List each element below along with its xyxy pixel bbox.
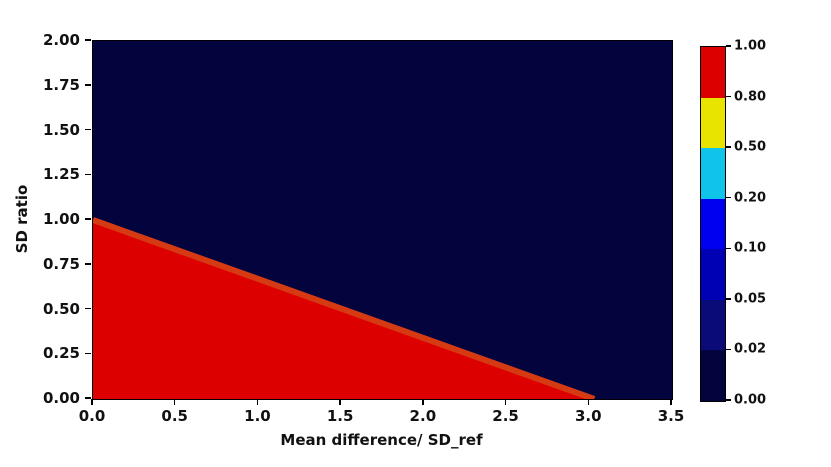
x-tick-label: 3.5 xyxy=(657,407,685,425)
boundary-contour-line xyxy=(93,217,596,399)
colorbar-segment xyxy=(701,198,725,250)
y-tick-label: 1.25 xyxy=(42,165,80,184)
colorbar-tick-label: 1.00 xyxy=(734,38,767,54)
x-tick-mark xyxy=(339,399,341,405)
x-tick-mark xyxy=(670,399,672,405)
y-tick-label: 0.50 xyxy=(42,299,80,318)
colorbar-segment xyxy=(701,148,725,199)
y-tick-mark xyxy=(85,263,91,265)
colorbar-tick-mark xyxy=(726,45,731,47)
contour-plot-svg xyxy=(93,41,672,399)
colorbar-segment xyxy=(701,299,725,351)
x-tick-label: 2.5 xyxy=(492,407,519,425)
colorbar-segment xyxy=(701,249,725,300)
y-tick-label: 2.00 xyxy=(42,31,80,49)
y-tick-label: 0.00 xyxy=(42,389,80,407)
y-tick-mark xyxy=(85,352,91,354)
x-tick-label: 2.0 xyxy=(409,407,437,425)
y-tick-label: 0.25 xyxy=(42,344,80,363)
x-tick-label: 1.0 xyxy=(244,407,271,425)
x-axis-label: Mean difference/ SD_ref xyxy=(280,431,483,449)
y-tick-mark xyxy=(85,307,91,310)
y-tick-mark xyxy=(85,39,91,41)
x-tick-label: 3.0 xyxy=(574,407,602,425)
x-tick-mark xyxy=(504,399,507,405)
y-tick-mark xyxy=(85,128,91,131)
colorbar-tick-mark xyxy=(726,399,731,401)
colorbar-segment xyxy=(701,350,725,401)
colorbar-tick-label: 0.10 xyxy=(734,240,767,256)
colorbar-tick-mark xyxy=(726,298,731,300)
x-tick-mark xyxy=(91,399,93,405)
x-tick-label: 0.5 xyxy=(161,407,188,425)
y-tick-label: 1.50 xyxy=(42,120,80,139)
colorbar-segment xyxy=(701,47,725,98)
y-tick-label: 1.75 xyxy=(42,75,80,94)
colorbar-tick-label: 0.50 xyxy=(734,139,767,155)
colorbar-tick-label: 0.05 xyxy=(734,291,767,307)
x-tick-mark xyxy=(256,399,259,405)
x-tick-label: 0.0 xyxy=(78,407,106,425)
colorbar-segment xyxy=(701,97,725,149)
colorbar-tick-mark xyxy=(726,348,731,351)
colorbar-tick-label: 0.20 xyxy=(734,190,767,206)
colorbar-tick-mark xyxy=(726,95,731,98)
colorbar-tick-label: 0.80 xyxy=(734,89,767,105)
colorbar-tick-mark xyxy=(726,146,731,148)
y-tick-mark xyxy=(85,397,91,399)
y-tick-mark xyxy=(85,84,91,86)
y-tick-label: 0.75 xyxy=(42,254,80,273)
colorbar xyxy=(700,46,726,402)
x-tick-mark xyxy=(173,399,176,405)
colorbar-tick-label: 0.00 xyxy=(734,392,767,408)
x-tick-mark xyxy=(587,399,590,405)
colorbar-tick-mark xyxy=(726,196,731,199)
x-tick-label: 1.5 xyxy=(326,407,354,425)
y-tick-mark xyxy=(85,173,91,175)
colorbar-tick-label: 0.02 xyxy=(734,341,767,357)
y-tick-mark xyxy=(85,218,91,220)
colorbar-tick-mark xyxy=(726,247,731,250)
plot-area xyxy=(92,40,673,400)
y-axis-label: SD ratio xyxy=(13,184,31,254)
x-tick-mark xyxy=(422,399,424,405)
y-tick-label: 1.00 xyxy=(42,210,80,228)
